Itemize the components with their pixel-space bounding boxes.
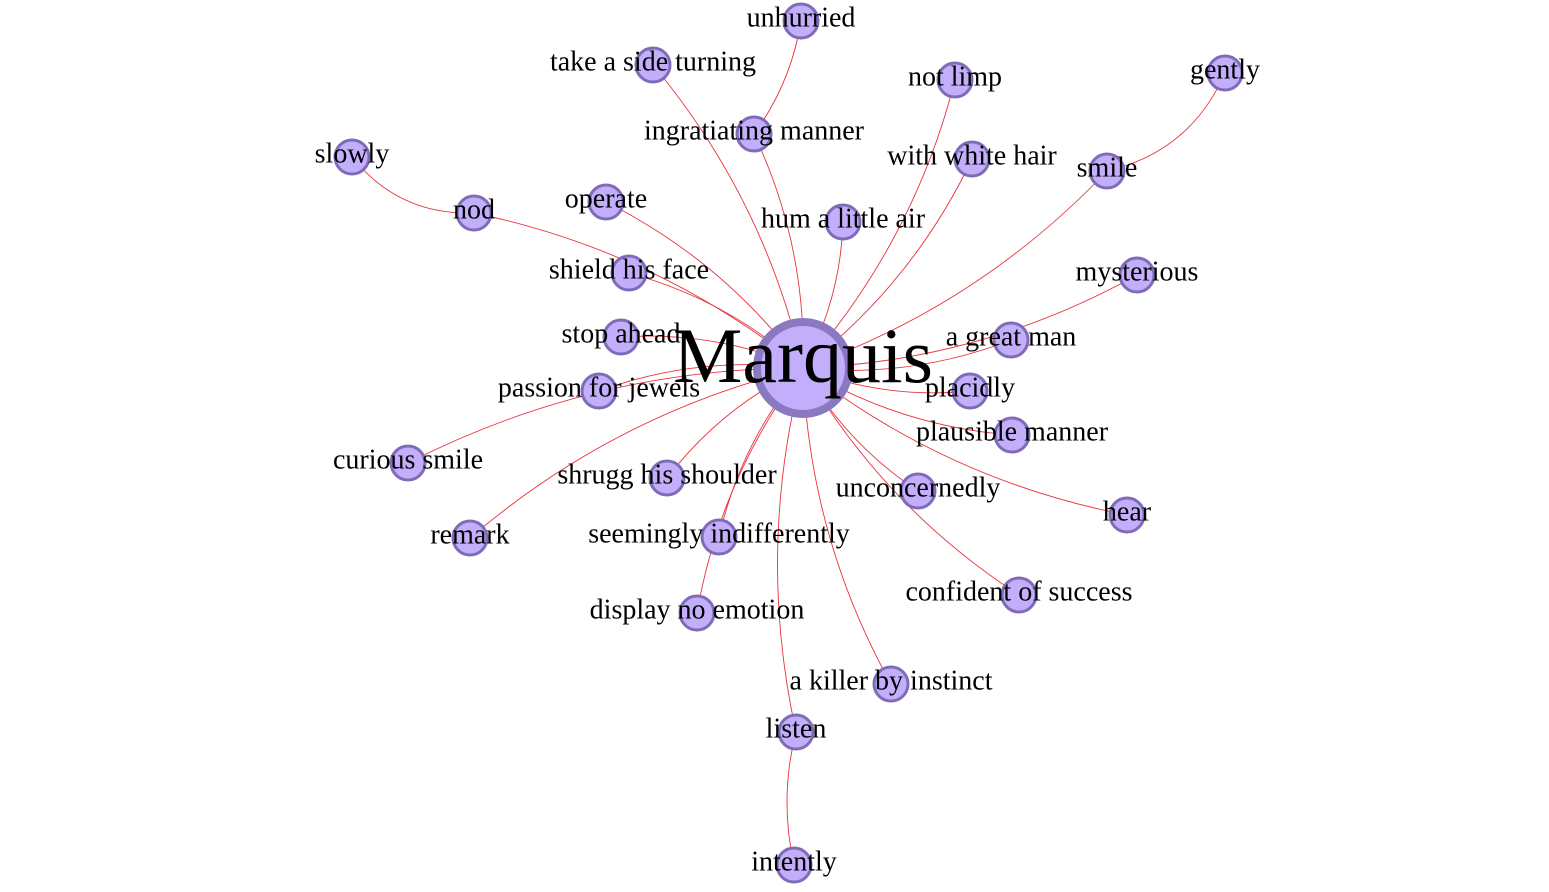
node-label-placidly: placidly	[925, 372, 1015, 403]
node-label-seemingly-indifferently: seemingly indifferently	[588, 518, 850, 549]
node-label-curious-smile: curious smile	[333, 444, 483, 475]
node-shrugg-his-shoulder	[648, 459, 686, 497]
node-remark	[451, 519, 489, 557]
node-a-killer-by-instinct	[872, 665, 910, 703]
node-label-nod: nod	[453, 194, 495, 225]
edge-listen-intently	[786, 731, 797, 866]
node-confident-of-success	[1000, 576, 1038, 614]
node-label-smile: smile	[1077, 152, 1138, 183]
node-smile	[1088, 152, 1126, 190]
node-label-with-white-hair: with white hair	[887, 140, 1057, 171]
node-label-slowly: slowly	[315, 138, 390, 169]
node-hum-a-little-air	[824, 203, 862, 241]
node-passion-for-jewels	[580, 372, 618, 410]
node-ingratiating-manner	[735, 115, 773, 153]
node-label-hear: hear	[1103, 496, 1152, 527]
edge-marquis-remark	[469, 367, 804, 539]
node-stop-ahead	[602, 318, 640, 356]
node-label-shrugg-his-shoulder: shrugg his shoulder	[557, 459, 777, 490]
node-label-a-great-man: a great man	[946, 321, 1077, 352]
node-take-a-side-turning	[634, 46, 672, 84]
node-slowly	[333, 138, 371, 176]
node-listen	[777, 713, 815, 751]
node-intently	[775, 846, 813, 884]
node-label-stop-ahead: stop ahead	[562, 318, 681, 349]
node-unconcernedly	[899, 472, 937, 510]
node-label-operate: operate	[565, 183, 647, 214]
node-label-shield-his-face: shield his face	[549, 254, 709, 285]
node-operate	[587, 183, 625, 221]
node-label-passion-for-jewels: passion for jewels	[498, 372, 700, 403]
node-unhurried	[782, 2, 820, 40]
node-label-gently: gently	[1190, 54, 1260, 85]
node-label-remark: remark	[430, 519, 509, 550]
node-label-ingratiating-manner: ingratiating manner	[644, 115, 865, 146]
node-gently	[1206, 54, 1244, 92]
node-placidly	[951, 372, 989, 410]
node-label-confident-of-success: confident of success	[905, 576, 1132, 607]
node-label-mysterious: mysterious	[1076, 256, 1199, 287]
node-hear	[1108, 496, 1146, 534]
node-label-display-no-emotion: display no emotion	[590, 594, 805, 625]
node-label-intently: intently	[751, 846, 837, 877]
node-seemingly-indifferently	[700, 518, 738, 556]
node-label-unhurried: unhurried	[747, 2, 856, 33]
node-curious-smile	[389, 444, 427, 482]
node-label-hum-a-little-air: hum a little air	[761, 203, 926, 234]
node-nod	[455, 194, 493, 232]
center-node-label: Marquis	[673, 312, 933, 399]
node-marquis	[753, 318, 853, 418]
node-label-unconcernedly: unconcernedly	[836, 472, 1001, 503]
node-with-white-hair	[953, 140, 991, 178]
node-label-listen: listen	[766, 713, 827, 744]
nodes-layer	[333, 2, 1244, 884]
node-display-no-emotion	[678, 594, 716, 632]
node-label-a-killer-by-instinct: a killer by instinct	[790, 665, 993, 696]
node-mysterious	[1118, 256, 1156, 294]
node-a-great-man	[992, 321, 1030, 359]
node-label-take-a-side-turning: take a side turning	[550, 46, 756, 77]
node-not-limp	[936, 61, 974, 99]
labels-layer: unhurried take a side turning ingratiating…	[315, 2, 1260, 877]
node-label-plausible-manner: plausible manner	[916, 416, 1109, 447]
node-shield-his-face	[610, 254, 648, 292]
node-label-not-limp: not limp	[908, 61, 1002, 92]
edge-smile-gently	[1106, 72, 1226, 172]
node-plausible-manner	[993, 416, 1031, 454]
